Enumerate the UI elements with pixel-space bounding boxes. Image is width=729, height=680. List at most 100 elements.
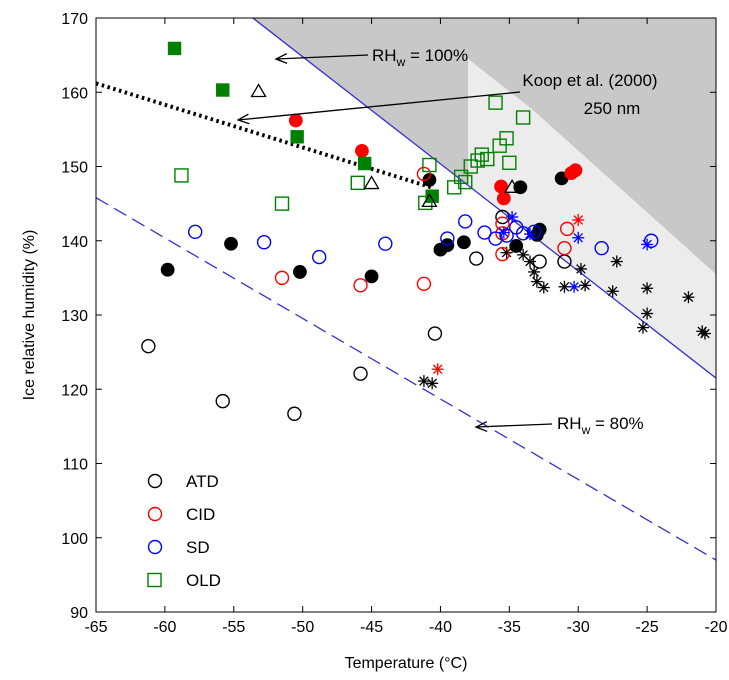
atd-filled-point-9 — [509, 239, 524, 253]
y-tick-label-2: 110 — [62, 457, 88, 474]
legend-entry-old: OLD — [147, 571, 221, 590]
old-open-point-6 — [458, 174, 473, 190]
legend-marker-old — [147, 572, 162, 588]
triangles-open-point-3 — [503, 178, 521, 193]
cid-open-point-2 — [416, 276, 432, 292]
ref-line-2 — [96, 81, 435, 190]
cid-filled-point-1 — [355, 144, 369, 158]
old-open-point-9 — [474, 147, 489, 162]
legend-entry-sd: SD — [147, 538, 210, 557]
x-tick-label-8: -25 — [636, 619, 659, 636]
atd-star-point-17 — [417, 375, 430, 388]
annotations: RHw = 100% Koop et al. (2000) 250 nm RHw = … — [236, 46, 658, 437]
cid-open-point-7 — [560, 221, 575, 237]
sd-open-point-1 — [256, 235, 272, 250]
cid-open-point-1 — [353, 278, 368, 293]
legend-marker-sd — [147, 539, 163, 555]
sd-star-point-0 — [497, 226, 510, 239]
y-tick-label-0: 90 — [70, 605, 88, 622]
y-tick-label-8: 170 — [61, 11, 88, 28]
old-filled-point-2 — [290, 130, 304, 144]
atd-open-point-1 — [215, 393, 230, 409]
rhw80-arrow — [474, 421, 553, 433]
triangles-open-point-2 — [421, 193, 438, 208]
legend: ATD CID SD OLD — [147, 472, 221, 590]
atd-star-point-7 — [579, 279, 592, 292]
atd-open-point-5 — [469, 251, 484, 266]
sd-star-point-3 — [572, 231, 585, 244]
atd-star-point-2 — [524, 255, 536, 268]
old-open-point-13 — [499, 131, 514, 146]
shaded-region-1 — [468, 58, 716, 379]
old-open-point-15 — [515, 110, 531, 125]
legend-label-old: OLD — [186, 571, 221, 590]
atd-open-point-0 — [141, 338, 156, 354]
atd-star-point-11 — [641, 282, 654, 295]
old-filled-point-1 — [216, 83, 230, 97]
old-open-point-1 — [274, 196, 290, 211]
cid-star-point-0 — [572, 213, 585, 226]
atd-star-point-12 — [636, 321, 649, 334]
koop-arrow — [236, 91, 521, 125]
x-tick-label-1: -60 — [153, 619, 176, 636]
atd-star-point-10 — [606, 285, 619, 298]
ref-line-1 — [96, 197, 716, 561]
legend-marker-cid — [147, 506, 163, 522]
legend-entry-atd: ATD — [147, 472, 219, 491]
x-tick-label-3: -50 — [291, 619, 314, 636]
atd-filled-point-0 — [160, 262, 175, 277]
atd-star-point-5 — [537, 281, 550, 294]
legend-label-atd: ATD — [186, 472, 219, 491]
cid-open-point-8 — [557, 240, 572, 256]
data-points — [141, 41, 711, 421]
old-open-point-11 — [488, 95, 503, 110]
x-tick-label-7: -30 — [567, 619, 590, 636]
cid-star-point-1 — [431, 363, 444, 376]
x-tick-label-6: -35 — [498, 619, 521, 636]
old-open-point-14 — [502, 155, 517, 170]
atd-star-point-16 — [698, 327, 711, 340]
y-tick-label-5: 140 — [61, 234, 88, 251]
sd-star-point-1 — [506, 210, 519, 223]
old-filled-point-4 — [425, 189, 439, 203]
cid-filled-point-3 — [496, 191, 511, 206]
sd-star-point-4 — [641, 238, 654, 251]
cid-open-point-3 — [416, 166, 432, 182]
atd-star-point-0 — [500, 246, 513, 259]
atd-star-point-18 — [426, 377, 439, 390]
triangles-open-point-0 — [250, 83, 267, 98]
x-axis-label: Temperature (°C) — [345, 655, 468, 672]
sd-open-point-5 — [458, 214, 473, 229]
legend-marker-atd — [147, 473, 163, 489]
sd-star-point-5 — [568, 280, 581, 293]
rhw80-label: RHw = 80% — [557, 414, 644, 437]
atd-star-point-14 — [682, 291, 695, 304]
old-open-point-4 — [422, 157, 437, 173]
legend-label-cid: CID — [186, 505, 215, 524]
atd-open-point-2 — [287, 406, 302, 421]
old-filled-point-3 — [357, 156, 372, 171]
atd-open-point-4 — [427, 326, 443, 341]
y-tick-label-7: 160 — [61, 85, 88, 102]
atd-filled-point-3 — [364, 269, 379, 284]
old-open-point-16 — [453, 169, 469, 185]
sd-open-point-4 — [440, 231, 455, 246]
sd-open-point-2 — [312, 249, 327, 265]
sd-open-point-7 — [488, 231, 503, 246]
axes: -65 -60 -55 -50 -45 -40 -35 -30 -25 -20 90 100 110 12… — [61, 11, 727, 636]
cid-filled-point-5 — [568, 163, 583, 178]
old-open-point-10 — [480, 151, 495, 167]
x-tick-label-4: -45 — [360, 619, 383, 636]
cid-open-point-5 — [495, 246, 510, 262]
sd-open-point-0 — [187, 224, 203, 240]
x-tick-label-5: -40 — [429, 619, 452, 636]
sd-open-point-6 — [477, 225, 492, 240]
atd-star-point-8 — [574, 262, 587, 275]
koop-label-line2: 250 nm — [584, 99, 641, 118]
atd-filled-point-1 — [224, 236, 238, 251]
atd-star-point-3 — [528, 265, 541, 278]
sd-open-point-13 — [644, 233, 659, 248]
atd-filled-point-2 — [293, 265, 307, 279]
y-tick-label-6: 150 — [61, 160, 88, 177]
